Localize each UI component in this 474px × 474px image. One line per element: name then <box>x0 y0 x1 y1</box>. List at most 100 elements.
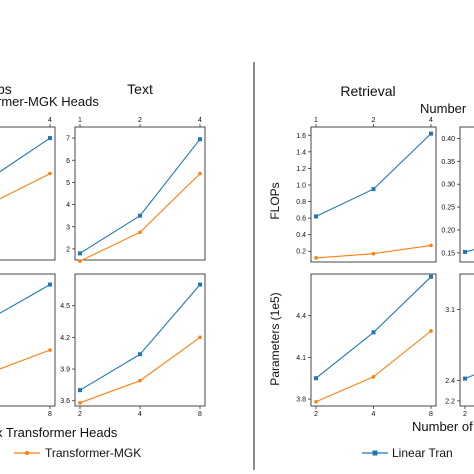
data-point-linear <box>48 282 52 287</box>
y-tick-label: 0.2 <box>296 249 306 256</box>
series-line-linear <box>79 284 201 391</box>
y-tick-label: 4.4 <box>296 313 306 320</box>
panels: 4 1 2 4 2 3 4 5 6 7 8 2 4 8 3.6 3.9 4.2 4.5 1 2 4 0.2 0.4 0.6 0.… <box>0 117 474 418</box>
x-tick-label: 1 <box>314 117 318 124</box>
x-tick-label: 8 <box>429 411 433 418</box>
y-tick-label: 0.40 <box>441 136 455 143</box>
data-point-mgk <box>78 259 82 263</box>
data-point-mgk <box>48 171 52 176</box>
y-tick-label: 4.5 <box>60 303 70 310</box>
data-point-linear <box>138 352 142 357</box>
y-tick-label: 4.1 <box>296 355 306 362</box>
axes-frame <box>459 273 474 407</box>
y-tick-label: 2 <box>66 246 70 253</box>
legend-linear-label: Linear Tran <box>392 446 453 460</box>
y-tick-label: 0.6 <box>296 216 306 223</box>
data-point-linear <box>463 376 467 381</box>
data-point-linear <box>371 330 376 335</box>
data-point-mgk <box>48 348 52 352</box>
chart-partial-bottom-right: 2 2.2 2.4 3.1 <box>445 273 474 418</box>
y-tick-label: 4 <box>66 202 70 209</box>
data-point-mgk <box>429 243 433 248</box>
ylabel-parameters: Parameters (1e5) <box>268 292 282 385</box>
data-point-mgk <box>371 375 376 379</box>
data-point-linear <box>314 376 318 381</box>
chart-partial-top-left: 4 <box>0 117 56 261</box>
data-point-linear <box>78 251 82 256</box>
axes-frame <box>74 126 206 261</box>
axes-frame <box>459 126 474 263</box>
data-point-linear <box>48 136 52 141</box>
retrieval-panel-title: Retrieval <box>340 83 395 99</box>
chart-text-params: 2 4 8 3.6 3.9 4.2 4.5 <box>60 273 206 418</box>
series-line-mgk <box>315 244 432 259</box>
y-tick-label: 0.25 <box>441 205 455 212</box>
y-tick-label: 3.1 <box>445 307 455 314</box>
data-point-mgk <box>138 378 142 383</box>
y-tick-label: 3 <box>66 224 70 231</box>
data-point-mgk <box>198 335 202 340</box>
legend-mgk-marker <box>25 451 29 455</box>
left-title-fragment: ps <box>0 81 12 97</box>
y-tick-label: 1.2 <box>296 166 306 173</box>
right-number-of-fragment: Number of <box>412 419 473 434</box>
ylabel-flops: FLOPs <box>268 182 282 219</box>
x-tick-label: 2 <box>78 411 82 418</box>
bottom-left-fragment: x Transformer Heads <box>0 425 118 440</box>
x-tick-label: 4 <box>198 117 202 124</box>
y-tick-label: 6 <box>66 158 70 165</box>
legend-right: Linear Tran <box>362 446 453 460</box>
series-line-linear <box>315 276 432 379</box>
y-tick-label: 3.8 <box>296 397 306 404</box>
data-point-mgk <box>371 251 376 256</box>
x-tick-label: 2 <box>372 117 376 124</box>
series-line-linear <box>0 284 51 314</box>
y-tick-label: 2.4 <box>445 378 455 385</box>
series-line-mgk <box>315 330 432 403</box>
x-tick-label: 8 <box>198 411 202 418</box>
y-tick-label: 4.2 <box>60 335 70 342</box>
data-point-mgk <box>314 400 318 404</box>
y-tick-label: 5 <box>66 180 70 187</box>
series-line-linear <box>464 249 474 253</box>
data-point-mgk <box>78 401 82 405</box>
x-tick-label: 4 <box>138 411 142 418</box>
series-line-mgk <box>79 336 201 404</box>
data-point-linear <box>198 282 202 287</box>
data-point-linear <box>429 131 433 136</box>
axes-frame <box>310 273 437 407</box>
series-line-mgk <box>0 173 51 200</box>
data-point-mgk <box>314 256 318 260</box>
data-point-linear <box>78 388 82 393</box>
x-tick-label: 8 <box>48 411 52 418</box>
chart-partial-top-right: 0.15 0.20 0.25 0.30 0.35 0.40 <box>441 126 474 263</box>
axes-frame <box>0 273 56 407</box>
data-point-mgk <box>138 230 142 235</box>
series-line-linear <box>315 133 432 217</box>
data-point-linear <box>371 187 376 192</box>
series-line-linear <box>79 138 201 254</box>
data-point-linear <box>463 249 467 254</box>
y-tick-label: 0.8 <box>296 199 306 206</box>
y-tick-label: 1.0 <box>296 182 306 189</box>
y-tick-label: 3.6 <box>60 398 70 405</box>
legend-linear-marker <box>372 450 378 456</box>
y-tick-label: 0.35 <box>441 159 455 166</box>
text-panel-title: Text <box>127 81 153 97</box>
x-tick-label: 2 <box>314 411 318 418</box>
chart-retrieval-flops: 1 2 4 0.2 0.4 0.6 0.8 1.0 1.2 1.4 1.6 <box>296 117 437 263</box>
y-tick-label: 1.6 <box>296 133 306 140</box>
y-tick-label: 0.20 <box>441 227 455 234</box>
chart-text-flops: 1 2 4 2 3 4 5 6 7 <box>66 117 206 263</box>
y-tick-label: 7 <box>66 136 70 143</box>
x-tick-label: 1 <box>78 117 82 124</box>
data-point-linear <box>429 274 433 279</box>
data-point-linear <box>314 214 318 219</box>
data-point-linear <box>138 213 142 218</box>
series-line-linear <box>0 137 51 173</box>
x-tick-label: 2 <box>138 117 142 124</box>
y-tick-label: 0.4 <box>296 232 306 239</box>
chart-retrieval-params: 2 4 8 3.8 4.1 4.4 <box>296 273 437 418</box>
axes-frame <box>74 273 206 407</box>
